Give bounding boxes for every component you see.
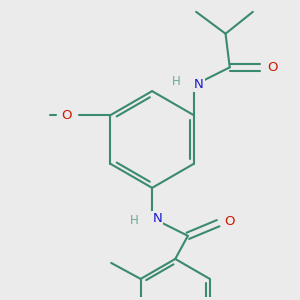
- Text: H: H: [172, 75, 181, 88]
- Text: H: H: [130, 214, 139, 227]
- Text: O: O: [61, 109, 71, 122]
- Text: N: N: [194, 78, 204, 91]
- Text: O: O: [267, 61, 278, 74]
- Text: N: N: [152, 212, 162, 225]
- Text: O: O: [225, 214, 235, 228]
